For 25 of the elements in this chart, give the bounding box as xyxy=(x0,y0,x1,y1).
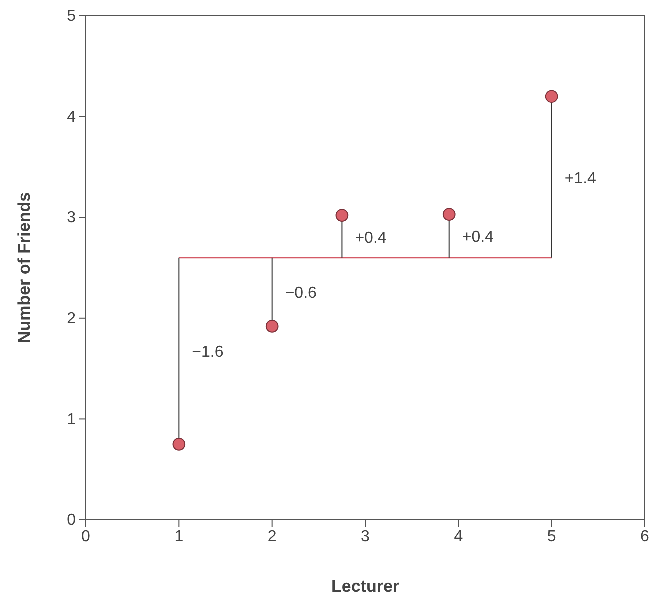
x-tick-label: 6 xyxy=(640,528,650,546)
x-axis-title: Lecturer xyxy=(331,577,400,596)
y-tick-label: 0 xyxy=(67,512,76,530)
annotation: −0.6 xyxy=(285,285,318,302)
y-tick-label: 5 xyxy=(67,8,76,26)
y-axis-title: Number of Friends xyxy=(15,192,34,344)
annotation: −1.6 xyxy=(192,344,224,362)
annotation: +0.4 xyxy=(355,230,387,247)
point xyxy=(336,209,349,222)
point xyxy=(172,438,186,451)
y-tick-label: 4 xyxy=(67,108,76,126)
x-tick-label: 2 xyxy=(268,528,277,546)
annotation: +1.4 xyxy=(564,170,597,188)
annotation: +0.4 xyxy=(462,229,494,246)
y-tick-label: 2 xyxy=(67,310,76,328)
x-tick-label: 3 xyxy=(361,528,370,546)
x-tick-label: 4 xyxy=(454,528,464,546)
x-tick-label: 1 xyxy=(174,528,184,546)
x-tick-label: 0 xyxy=(82,528,91,546)
point xyxy=(266,320,279,333)
y-tick-label: 3 xyxy=(67,210,76,227)
point xyxy=(545,90,558,104)
y-tick-label: 1 xyxy=(67,411,76,428)
point xyxy=(442,208,456,221)
x-tick-label: 5 xyxy=(547,528,556,546)
